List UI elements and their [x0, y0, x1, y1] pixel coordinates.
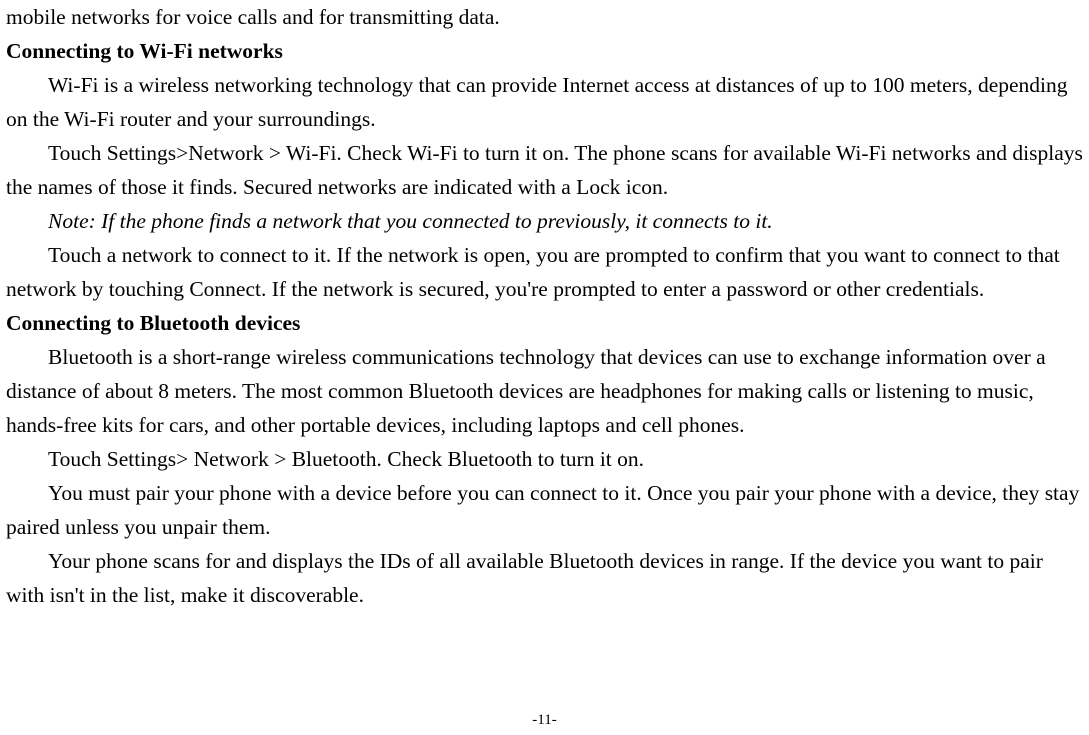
bt-paragraph-2: Touch Settings> Network > Bluetooth. Che… [6, 442, 1083, 476]
wifi-paragraph-3: Touch a network to connect to it. If the… [6, 238, 1083, 306]
heading-wifi: Connecting to Wi-Fi networks [6, 34, 1083, 68]
wifi-paragraph-1: Wi-Fi is a wireless networking technolog… [6, 68, 1083, 136]
wifi-note: Note: If the phone finds a network that … [6, 204, 1083, 238]
bt-paragraph-4: Your phone scans for and displays the ID… [6, 544, 1083, 612]
continuation-line: mobile networks for voice calls and for … [6, 0, 1083, 34]
heading-bluetooth: Connecting to Bluetooth devices [6, 306, 1083, 340]
bt-paragraph-3: You must pair your phone with a device b… [6, 476, 1083, 544]
wifi-paragraph-2: Touch Settings>Network > Wi-Fi. Check Wi… [6, 136, 1083, 204]
page-number: -11- [0, 712, 1089, 729]
bt-paragraph-1: Bluetooth is a short-range wireless comm… [6, 340, 1083, 442]
document-page: mobile networks for voice calls and for … [0, 0, 1089, 735]
